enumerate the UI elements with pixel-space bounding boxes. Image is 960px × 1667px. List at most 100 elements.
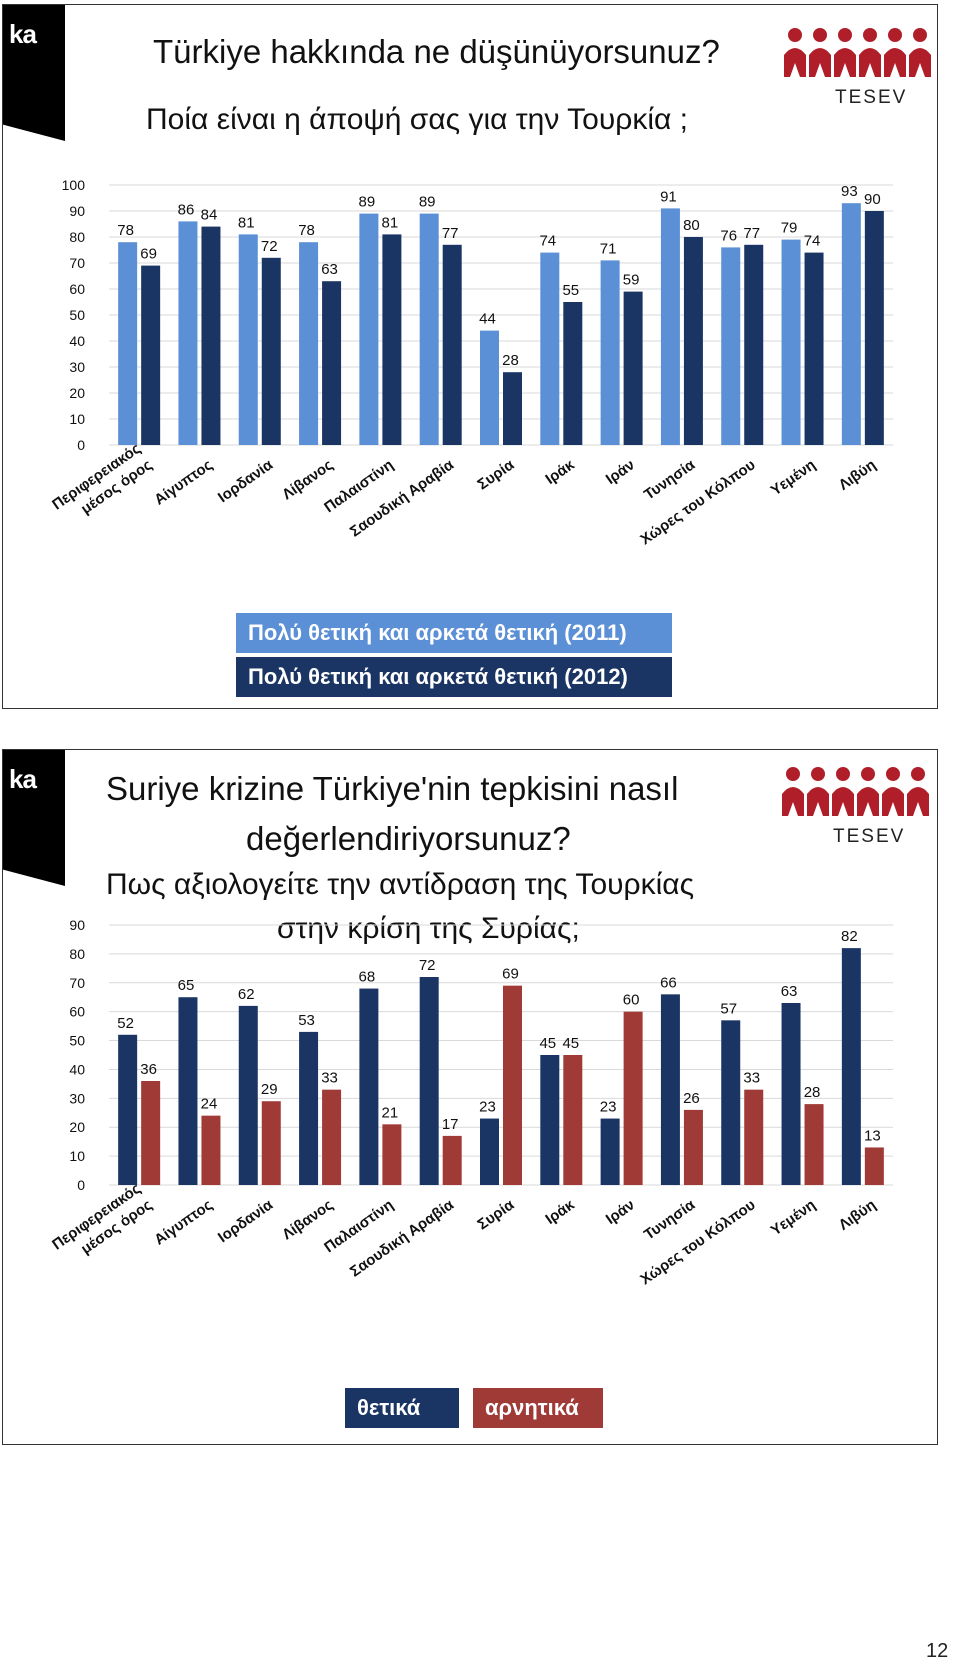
data-label: 72 (261, 238, 278, 255)
x-tick-label: Αίγυπτος (151, 1196, 216, 1248)
ka-tab: ka (3, 750, 65, 886)
page-number: 12 (926, 1640, 949, 1662)
bar (442, 1135, 462, 1185)
data-label: 81 (382, 214, 399, 231)
logo-head (836, 767, 850, 781)
x-tick-label: Ιράν (603, 1196, 638, 1228)
bar (781, 239, 801, 445)
bar (382, 1124, 402, 1185)
x-tick-label-line: Συρία (474, 1196, 517, 1234)
legend-item-2012: Πολύ θετική και αρκετά θετική (2012) (236, 657, 672, 697)
y-tick-label: 100 (62, 180, 86, 193)
x-tick-label: Ιράκ (542, 456, 578, 488)
data-label: 26 (683, 1090, 700, 1107)
y-tick-label: 50 (69, 1033, 85, 1049)
logo-head (913, 28, 927, 42)
bar (864, 211, 884, 445)
ka-tag: ka (9, 19, 37, 49)
data-label: 78 (117, 222, 134, 239)
bar (600, 260, 620, 445)
data-label: 69 (502, 966, 519, 983)
logo-figure (807, 787, 829, 816)
bar (721, 247, 741, 445)
bar (503, 985, 522, 1185)
bar (804, 1104, 824, 1185)
data-label: 33 (743, 1070, 760, 1087)
logo-head (838, 28, 852, 42)
logo-figure (832, 787, 854, 816)
y-tick-label: 60 (69, 1004, 85, 1020)
y-tick-label: 20 (69, 1119, 85, 1135)
logo-head (788, 28, 802, 42)
logo-figure (809, 48, 831, 77)
x-tick-label-line: Σαουδική Αραβία (347, 1196, 458, 1281)
bar (744, 244, 764, 445)
bar (480, 1118, 499, 1185)
bar (744, 1089, 764, 1185)
data-label: 23 (479, 1099, 496, 1116)
data-label: 24 (201, 1096, 218, 1113)
logo-figure (907, 787, 929, 816)
x-tick-label: Ιορδανία (215, 1196, 277, 1246)
data-label: 29 (261, 1081, 278, 1098)
logo-head (911, 767, 925, 781)
data-label: 93 (841, 183, 858, 200)
bar (238, 1005, 258, 1185)
bar (623, 291, 643, 445)
tesev-logo: TESEV (783, 25, 933, 115)
x-tick-label-line: Αίγυπτος (151, 1196, 216, 1248)
y-tick-label: 90 (69, 203, 85, 219)
data-label: 59 (623, 272, 640, 289)
bar (683, 237, 703, 445)
tesev-logo-figures-icon (784, 28, 931, 77)
data-label: 77 (743, 225, 760, 242)
y-tick-label: 30 (69, 359, 85, 375)
data-label: 53 (298, 1012, 315, 1029)
x-tick-label-line: Αίγυπτος (151, 456, 216, 508)
x-tick-label-line: Λίβανος (279, 456, 336, 503)
logo-head (786, 767, 800, 781)
bar (359, 988, 379, 1185)
y-tick-label: 10 (69, 411, 85, 427)
data-label: 74 (539, 233, 556, 250)
logo-figure (834, 48, 856, 77)
logo-figure (859, 48, 881, 77)
bar (503, 372, 522, 445)
logo-head (888, 28, 902, 42)
y-tick-label: 40 (69, 333, 85, 349)
logo-figure (857, 787, 879, 816)
data-label: 13 (864, 1127, 881, 1144)
logo-figure (882, 787, 904, 816)
y-tick-label: 70 (69, 975, 85, 991)
tesev-logo-text: TESEV (833, 826, 906, 847)
data-label: 28 (804, 1084, 821, 1101)
x-tick-label-line: Ιράκ (542, 1196, 578, 1228)
data-label: 78 (298, 222, 315, 239)
data-label: 77 (442, 225, 459, 242)
data-label: 76 (720, 227, 737, 244)
x-tick-label-line: Υεμένη (768, 456, 819, 499)
data-label: 63 (321, 261, 338, 278)
data-label: 82 (841, 928, 858, 945)
bar (563, 1055, 583, 1185)
legend-item-positive: θετικά (345, 1388, 459, 1428)
title-turkish: Türkiye hakkında ne düşünüyorsunuz? (153, 33, 720, 70)
data-label: 91 (660, 188, 677, 205)
bar (118, 1034, 138, 1185)
logo-figure (909, 48, 931, 77)
legend-label-negative: αρνητικά (485, 1395, 579, 1420)
bar (141, 1081, 161, 1185)
x-tick-label-line: Ιορδανία (215, 1196, 277, 1246)
x-tick-label: Συρία (474, 456, 517, 494)
y-tick-label: 80 (69, 946, 85, 962)
legend-item-negative: αρνητικά (473, 1388, 603, 1428)
x-tick-label-line: Λίβανος (279, 1196, 336, 1243)
y-tick-label: 50 (69, 307, 85, 323)
y-tick-label: 80 (69, 229, 85, 245)
bar (781, 1003, 801, 1185)
data-label: 55 (562, 282, 579, 299)
ka-tab: ka (3, 5, 65, 141)
data-label: 69 (140, 246, 157, 263)
